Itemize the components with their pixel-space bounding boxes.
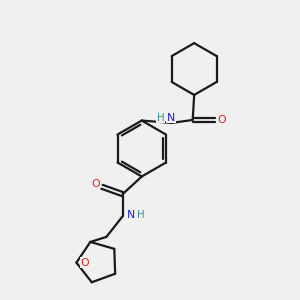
- Text: H: H: [137, 210, 145, 220]
- Text: O: O: [91, 179, 100, 189]
- Text: N: N: [127, 210, 135, 220]
- Text: O: O: [217, 115, 226, 125]
- Text: N: N: [167, 112, 175, 123]
- Text: O: O: [80, 258, 89, 268]
- Text: H: H: [157, 112, 164, 123]
